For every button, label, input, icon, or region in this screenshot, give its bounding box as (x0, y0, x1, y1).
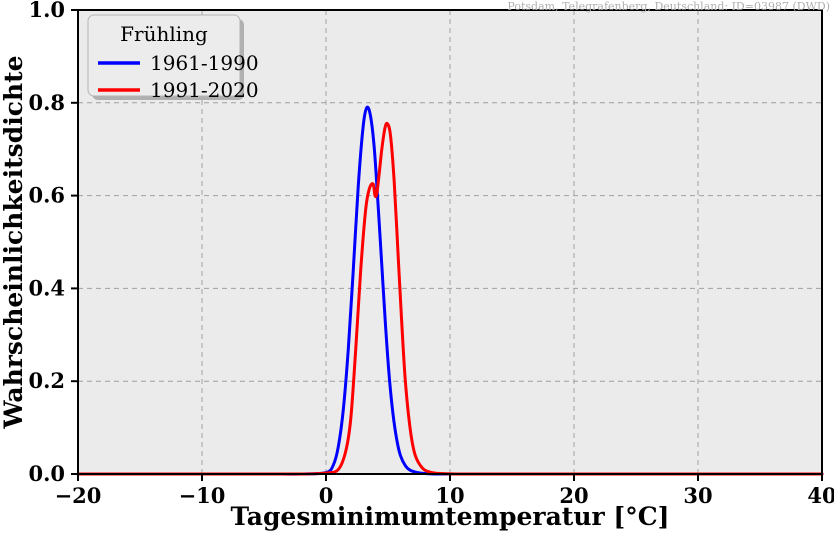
x-tick-label: −10 (179, 483, 226, 508)
grid-lines (78, 10, 822, 474)
x-tick-label: 10 (435, 483, 464, 508)
legend-label-1991-2020: 1991-2020 (150, 78, 259, 102)
y-tick-label: 0.8 (28, 90, 65, 115)
legend-entries: 1961-1990 1991-2020 (98, 51, 259, 102)
station-annotation: Potsdam, Telegrafenberg, Deutschland: ID… (507, 0, 830, 13)
y-axis-ticks: 0.0 0.2 0.4 0.6 0.8 1.0 (28, 0, 78, 486)
x-tick-label: 30 (683, 483, 712, 508)
x-axis-ticks: −20 −10 0 10 20 30 40 (55, 474, 834, 508)
y-tick-label: 0.2 (28, 368, 65, 393)
legend-background (87, 14, 241, 97)
y-tick-label: 1.0 (28, 0, 65, 22)
x-tick-label: 20 (559, 483, 588, 508)
x-tick-label: 40 (807, 483, 834, 508)
chart-legend[interactable]: Frühling 1961-1990 1991-2020 (87, 14, 259, 102)
y-tick-label: 0.4 (28, 275, 65, 300)
x-tick-label: −20 (55, 483, 102, 508)
legend-label-1961-1990: 1961-1990 (150, 51, 259, 75)
y-tick-label: 0.6 (28, 183, 65, 208)
y-tick-label: 0.0 (28, 461, 65, 486)
x-tick-label: 0 (319, 483, 334, 508)
x-axis-title: Tagesminimumtemperatur [°C] (231, 502, 670, 531)
y-axis-title: Wahrscheinlichkeitsdichte (0, 55, 28, 429)
legend-title: Frühling (120, 22, 208, 46)
